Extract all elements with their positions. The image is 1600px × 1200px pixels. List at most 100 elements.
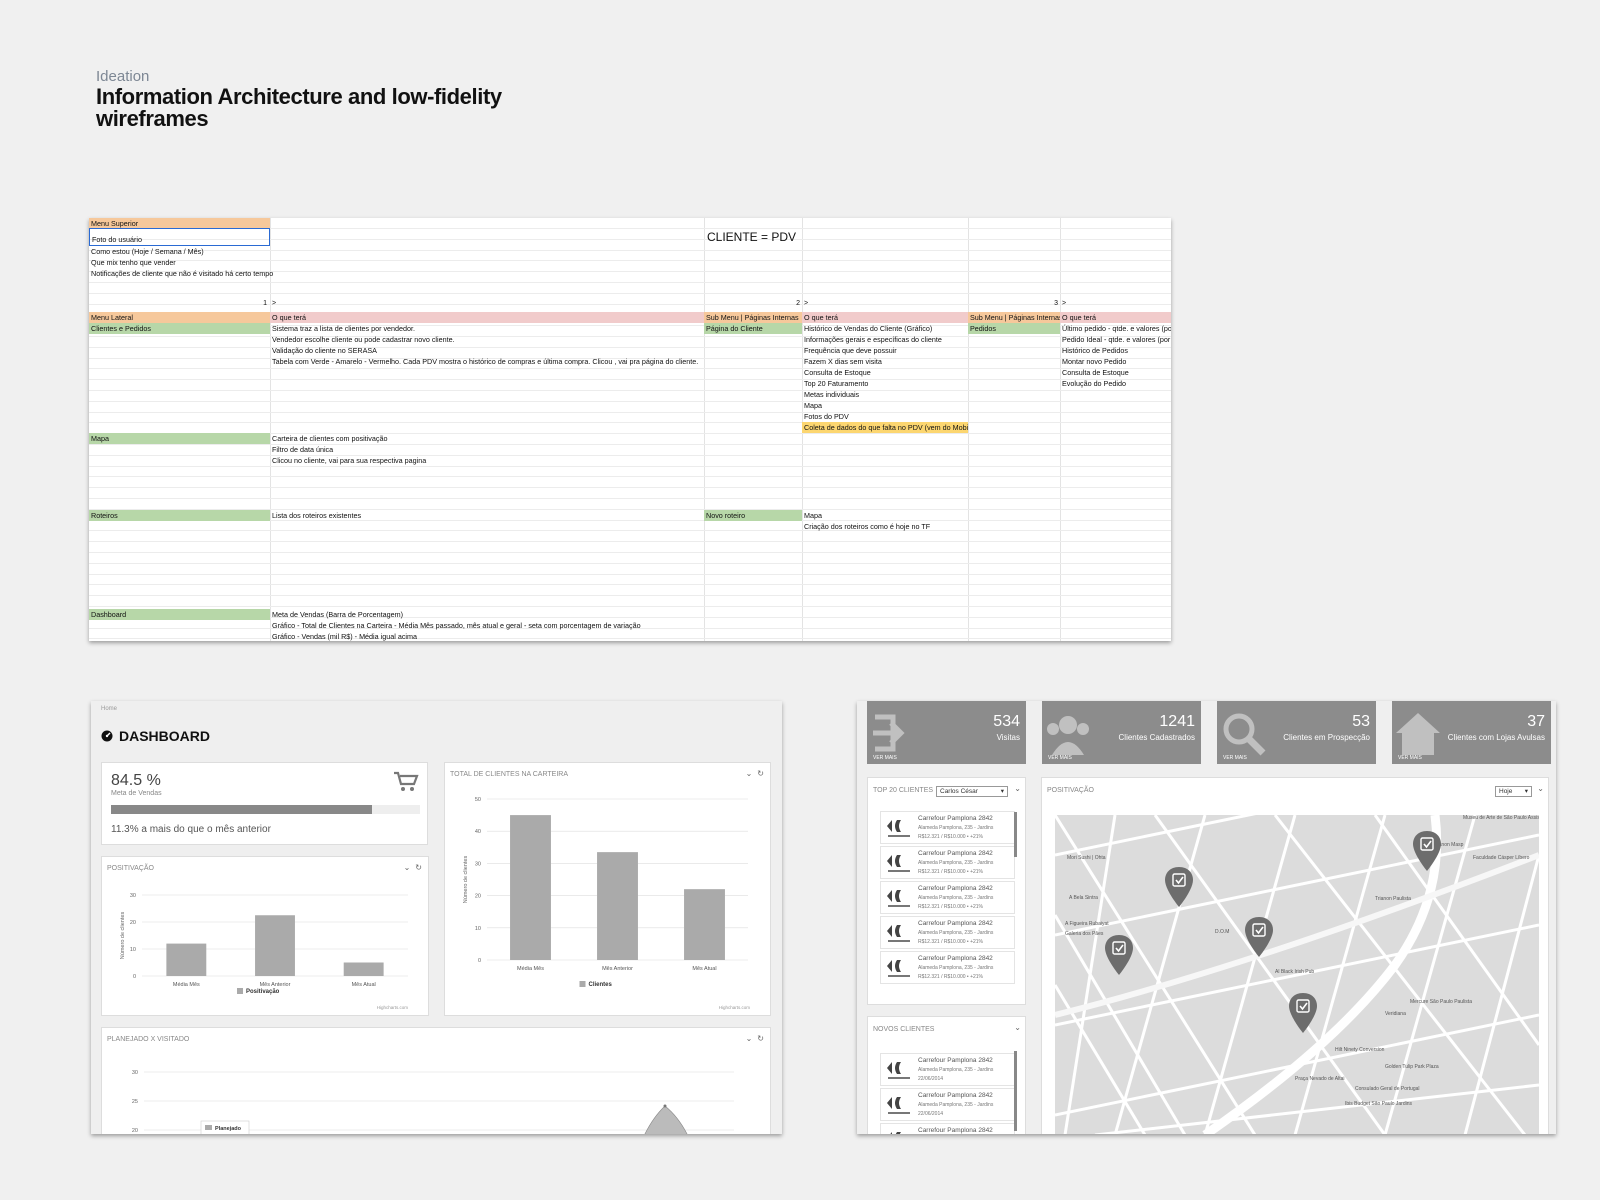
- map-place-label: Museu de Arte de São Paulo Assis...: [1463, 815, 1539, 821]
- grid-line: [89, 466, 1171, 467]
- sign-in-icon: [869, 709, 917, 757]
- y-tick-label: 10: [130, 947, 136, 953]
- y-tick-label: 30: [132, 1070, 138, 1076]
- refresh-icon[interactable]: ↻: [757, 1034, 764, 1043]
- stat-card[interactable]: 37 Clientes com Lojas Avulsas VER MAIS: [1392, 701, 1551, 764]
- grid-line: [89, 552, 1171, 553]
- map-place-label: Ibis Budget São Paulo Jardins: [1345, 1101, 1412, 1107]
- list-item[interactable]: Carrefour Pamplona 2842 Alameda Pamplona,…: [880, 916, 1015, 949]
- list-scrollbar[interactable]: [1014, 812, 1017, 857]
- stat-card[interactable]: 1241 Clientes Cadastrados VER MAIS: [1042, 701, 1201, 764]
- map-pin-icon[interactable]: [1165, 867, 1193, 907]
- legend-label[interactable]: Positivação: [246, 989, 280, 995]
- client-address: Alameda Pamplona, 235 - Jardins: [918, 965, 994, 971]
- map-pin-icon[interactable]: [1245, 917, 1273, 957]
- sheet-cell: Tabela com Verde - Amarelo - Vermelho. C…: [272, 357, 699, 366]
- users-icon: [1044, 709, 1092, 757]
- y-axis-label: Número de clientes: [463, 856, 469, 904]
- chevron-down-icon[interactable]: ⌄: [1537, 784, 1544, 793]
- chevron-down-icon[interactable]: ⌄: [745, 1034, 753, 1043]
- seller-select[interactable]: Carlos César ▾: [936, 786, 1008, 797]
- stat-card[interactable]: 534 Visitas VER MAIS: [867, 701, 1026, 764]
- list-item[interactable]: Carrefour Pamplona 2842 Alameda Pamplona,…: [880, 811, 1015, 844]
- sheet-cell: Lista dos roteiros existentes: [272, 511, 362, 520]
- map-place-label: Mori Sushi | Ohta: [1067, 855, 1106, 861]
- map[interactable]: Museu de Arte de São Paulo Assis... Trian…: [1055, 815, 1539, 1134]
- map-pin-icon[interactable]: [1289, 993, 1317, 1033]
- bar[interactable]: [684, 889, 725, 960]
- street: [1293, 815, 1387, 1134]
- ver-mais-link[interactable]: VER MAIS: [1048, 755, 1072, 761]
- chevron-down-icon[interactable]: ⌄: [745, 769, 753, 778]
- bar[interactable]: [597, 852, 638, 960]
- grid-line: [89, 606, 1171, 607]
- sheet-cell: Mapa: [804, 511, 822, 520]
- date-select[interactable]: Hoje ▾: [1495, 786, 1532, 797]
- grid-line: [89, 638, 1171, 639]
- area-series[interactable]: [642, 1105, 690, 1134]
- refresh-icon[interactable]: ↻: [415, 863, 422, 872]
- map-pin-icon[interactable]: [1413, 831, 1441, 871]
- top20-card: TOP 20 CLIENTES Carlos César ▾ ⌄ Carrefou…: [867, 777, 1026, 1005]
- list-item[interactable]: Carrefour Pamplona 2842 Alameda Pamplona,…: [880, 951, 1015, 984]
- chart-credit[interactable]: Highcharts.com: [377, 1005, 409, 1010]
- grid-line: [89, 628, 1171, 629]
- grid-line: [89, 347, 1171, 348]
- ver-mais-link[interactable]: VER MAIS: [1398, 755, 1422, 761]
- data-point[interactable]: [663, 1104, 667, 1108]
- header-cell: O que terá: [802, 312, 968, 323]
- client-name: Carrefour Pamplona 2842: [918, 1092, 993, 1099]
- legend-label[interactable]: Clientes: [589, 982, 613, 988]
- breadcrumb[interactable]: Home: [101, 706, 118, 712]
- street: [1113, 815, 1207, 1134]
- stat-card[interactable]: 53 Clientes em Prospecção VER MAIS: [1217, 701, 1376, 764]
- chevron-down-icon[interactable]: ⌄: [1014, 784, 1021, 793]
- list-item[interactable]: Carrefour Pamplona 2842 Alameda Pamplona,…: [880, 846, 1015, 879]
- map-place-label: Hilt Ninety Conversion: [1335, 1047, 1385, 1053]
- list-scrollbar[interactable]: [1014, 1051, 1017, 1131]
- map-place-label: Consulado Geral de Portugal: [1355, 1086, 1420, 1092]
- grid-line: [89, 271, 1171, 272]
- chart-credit[interactable]: Highcharts.com: [719, 1005, 751, 1010]
- meta-progress-fill: [111, 805, 373, 814]
- list-item[interactable]: Carrefour Pamplona 2842 Alameda Pamplona,…: [880, 1053, 1015, 1086]
- sheet-cell: Filtro de data única: [272, 445, 334, 454]
- x-tick-label: Mês Anterior: [602, 966, 633, 972]
- card-title: NOVOS CLIENTES: [873, 1026, 935, 1033]
- client-detail: 22/06/2014: [918, 1076, 944, 1082]
- selected-cell[interactable]: Foto do usuário: [89, 228, 270, 246]
- grid-line: [89, 228, 1171, 229]
- sheet-cell: Clicou no cliente, vai para sua respecti…: [272, 456, 427, 465]
- list-item[interactable]: Carrefour Pamplona 2842: [880, 1123, 1015, 1134]
- stat-label: Clientes Cadastrados: [1118, 733, 1195, 742]
- list-item[interactable]: Carrefour Pamplona 2842 Alameda Pamplona,…: [880, 1088, 1015, 1121]
- check-icon: [1115, 944, 1124, 953]
- bar[interactable]: [510, 815, 551, 960]
- street: [1055, 815, 1257, 857]
- street: [1273, 815, 1527, 1134]
- map-place-label: Faculdade Cásper Líbero: [1473, 855, 1530, 861]
- street: [1383, 815, 1477, 1134]
- sheet-cell: Gráfico - Total de Clientes na Carteira …: [272, 621, 641, 630]
- page-title: Information Architecture and low-fidelit…: [96, 84, 502, 131]
- sheet-cell: Validação do cliente no SERASA: [272, 346, 377, 355]
- sheet-cell: Fotos do PDV: [804, 412, 849, 421]
- grid-line: [89, 574, 1171, 575]
- street: [1055, 923, 1539, 1027]
- bar[interactable]: [343, 962, 384, 977]
- map-place-label: Mercure São Paulo Paulista: [1410, 999, 1472, 1005]
- sheet-cell: Metas individuais: [804, 390, 860, 399]
- chevron-down-icon[interactable]: ⌄: [1014, 1023, 1021, 1032]
- refresh-icon[interactable]: ↻: [757, 769, 764, 778]
- chevron-down-icon[interactable]: ⌄: [403, 863, 411, 872]
- client-address: Alameda Pamplona, 235 - Jardins: [918, 1102, 994, 1108]
- legend-label[interactable]: Planejado: [215, 1126, 242, 1132]
- bar[interactable]: [255, 915, 295, 976]
- ver-mais-link[interactable]: VER MAIS: [873, 755, 897, 761]
- list-item[interactable]: Carrefour Pamplona 2842 Alameda Pamplona,…: [880, 881, 1015, 914]
- y-tick-label: 30: [475, 861, 481, 867]
- sheet-cell: Vendedor escolhe cliente ou pode cadastr…: [272, 335, 455, 344]
- bar[interactable]: [166, 943, 207, 976]
- map-pin-icon[interactable]: [1105, 935, 1133, 975]
- ver-mais-link[interactable]: VER MAIS: [1223, 755, 1247, 761]
